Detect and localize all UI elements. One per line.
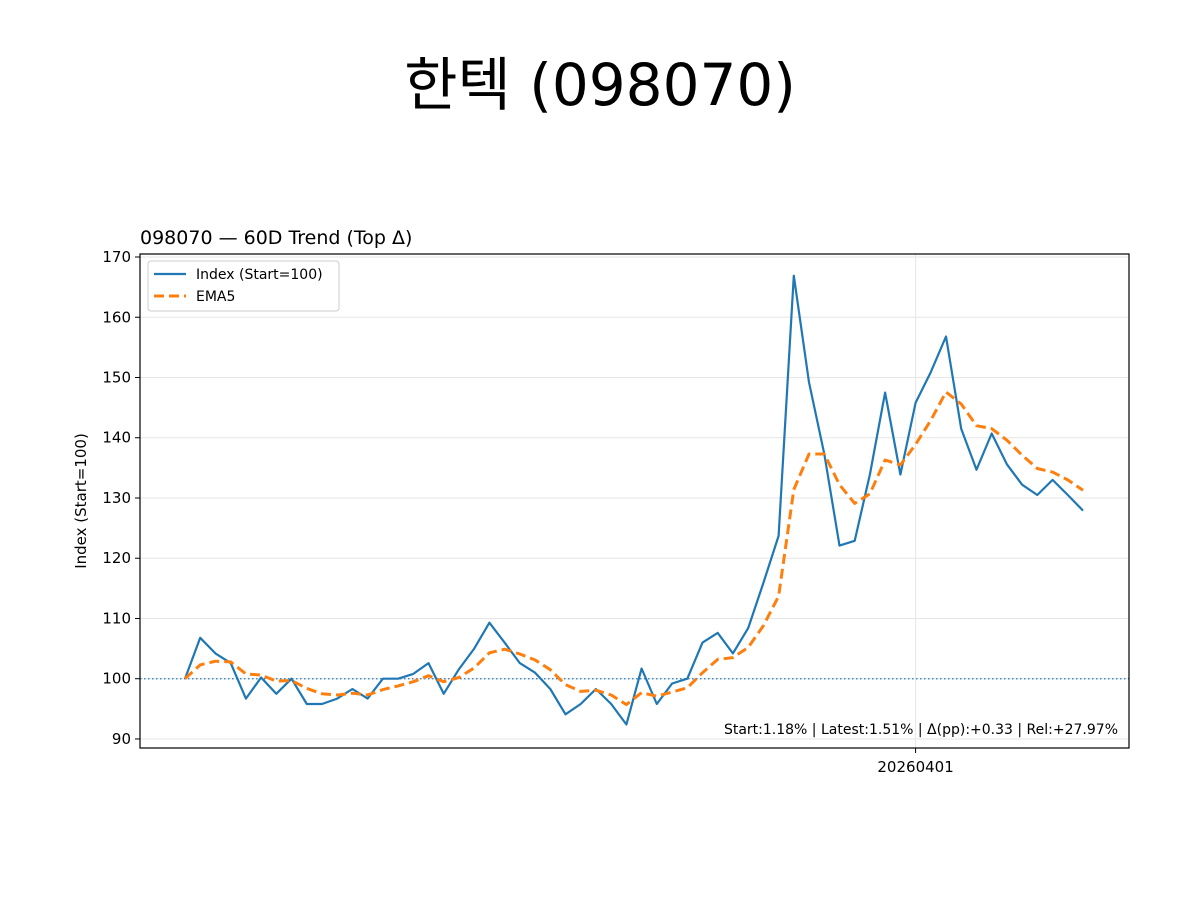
y-tick-label: 100 bbox=[102, 670, 131, 688]
figure-title: 한텍 (098070) bbox=[404, 51, 796, 119]
legend: Index (Start=100) EMA5 bbox=[147, 260, 340, 312]
axes-frame bbox=[139, 253, 1130, 749]
y-tick-label: 150 bbox=[102, 369, 131, 387]
y-tick-label: 140 bbox=[102, 429, 131, 447]
legend-box bbox=[147, 260, 340, 312]
y-tick-label: 170 bbox=[102, 248, 131, 266]
series-line-index bbox=[183, 274, 1084, 726]
y-tick-label: 130 bbox=[102, 489, 131, 507]
legend-label: Index (Start=100) bbox=[196, 267, 323, 283]
legend-label: EMA5 bbox=[196, 289, 235, 305]
y-tick-label: 110 bbox=[102, 609, 131, 627]
y-tick-label: 90 bbox=[112, 730, 131, 748]
x-tick-label: 20260401 bbox=[877, 758, 953, 776]
series-line-ema5 bbox=[183, 390, 1084, 707]
x-axis: 20260401 bbox=[877, 748, 954, 776]
grid bbox=[140, 254, 1129, 748]
axes-title: 098070 — 60D Trend (Top Δ) bbox=[140, 227, 412, 249]
y-tick-label: 120 bbox=[102, 549, 131, 567]
y-axis: 90 100 110 120 130 140 150 160 170 bbox=[102, 248, 140, 748]
y-axis-label: Index (Start=100) bbox=[72, 433, 90, 569]
series-layer bbox=[183, 274, 1084, 726]
stats-annotation: Start:1.18% | Latest:1.51% | Δ(pp):+0.33… bbox=[724, 722, 1118, 738]
y-tick-label: 160 bbox=[102, 308, 131, 326]
